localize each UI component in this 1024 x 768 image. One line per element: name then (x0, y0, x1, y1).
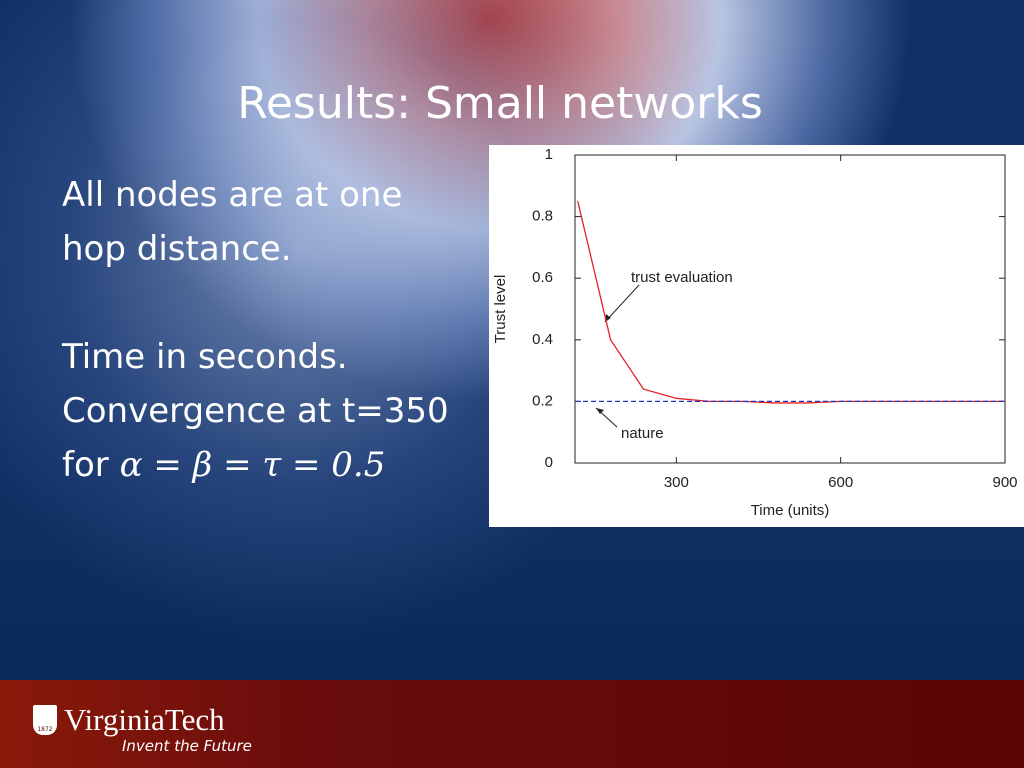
y-tick-label: 0 (545, 454, 553, 471)
x-tick-label: 300 (664, 474, 689, 491)
body-line: Convergence at t=350 (62, 391, 449, 431)
arrow-head (596, 408, 604, 414)
plot-frame (574, 154, 1006, 464)
slide-title: Results: Small networks (237, 78, 763, 129)
body-text: All nodes are at one hop distance. Time … (62, 168, 449, 492)
y-tick-label: 0.4 (532, 331, 553, 348)
annotation: trust evaluation (631, 269, 733, 286)
y-tick-label: 0.2 (532, 392, 553, 409)
logo-tagline: Invent the Future (122, 737, 252, 755)
body-line: All nodes are at one (62, 175, 403, 215)
footer (0, 680, 1024, 768)
y-tick-label: 1 (545, 146, 553, 163)
body-line: Time in seconds. (62, 337, 348, 377)
logo-shield (33, 705, 57, 735)
x-axis-label: Time (units) (751, 502, 830, 519)
logo-year: 1872 (37, 726, 53, 733)
x-tick-label: 900 (992, 474, 1017, 491)
formula-line: for α = β = τ = 0.5 (62, 438, 449, 492)
annotation: nature (621, 425, 664, 442)
series-line (577, 201, 1005, 404)
body-line: hop distance. (62, 229, 292, 269)
chart: Time (units) Trust level trust evaluatio… (489, 145, 1024, 527)
logo-name: VirginiaTech (64, 702, 225, 737)
y-tick-label: 0.8 (532, 208, 553, 225)
formula-lead: for (62, 445, 109, 485)
formula-math: α = β = τ = 0.5 (119, 445, 386, 485)
annotation-arrow (604, 284, 640, 323)
y-tick-label: 0.6 (532, 269, 553, 286)
y-axis-label: Trust level (492, 275, 509, 344)
x-tick-label: 600 (828, 474, 853, 491)
